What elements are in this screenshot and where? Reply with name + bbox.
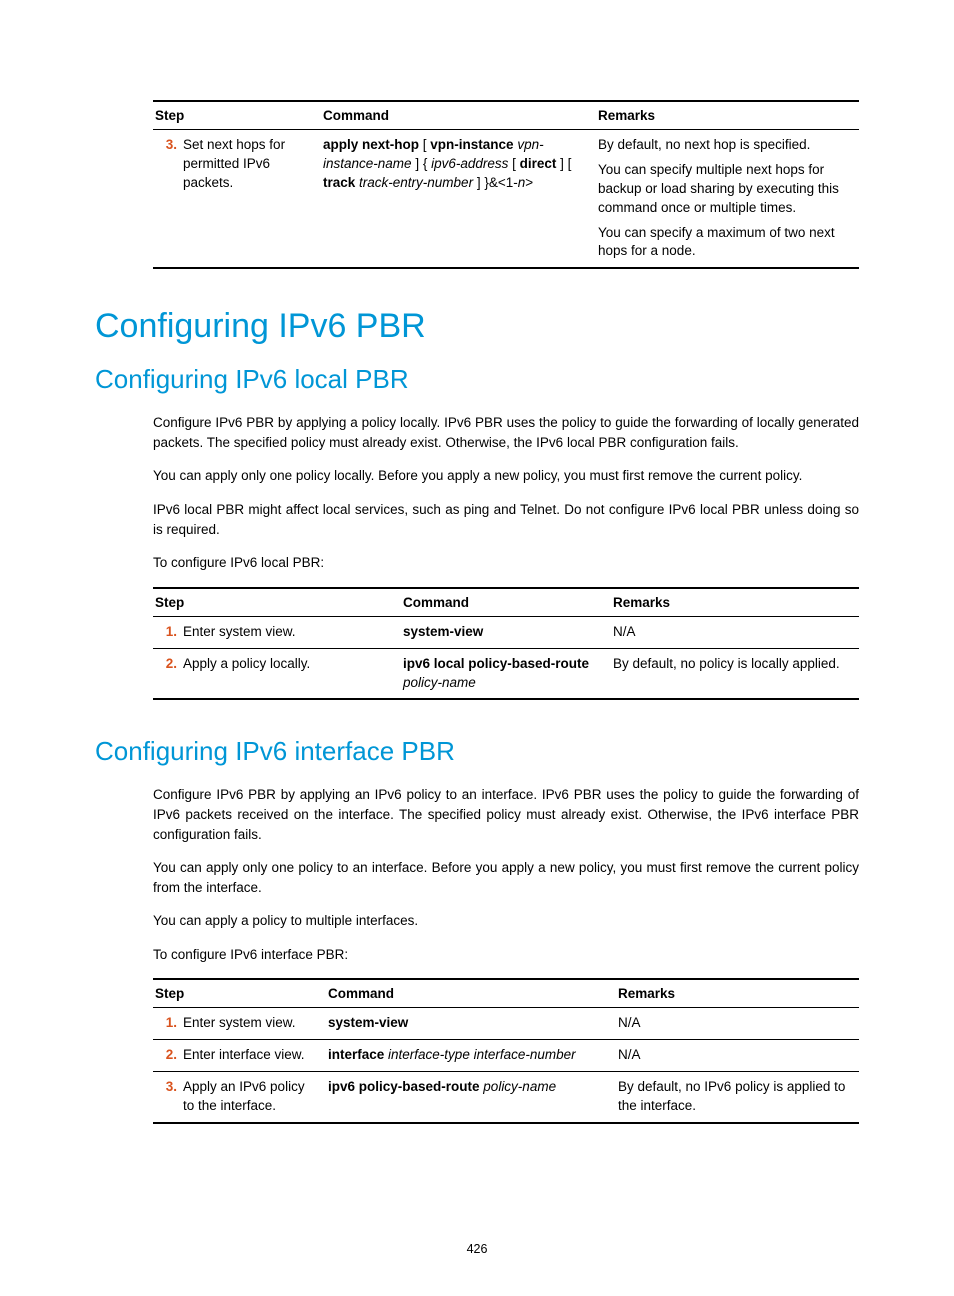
step-remarks: N/A [616, 1040, 859, 1072]
th-step: Step [153, 101, 321, 130]
step-remarks: N/A [616, 1008, 859, 1040]
table-local-pbr: Step Command Remarks 1. Enter system vie… [153, 587, 859, 701]
table-interface-pbr: Step Command Remarks 1. Enter system vie… [153, 978, 859, 1124]
paragraph: To configure IPv6 interface PBR: [153, 945, 859, 965]
paragraph: You can apply only one policy locally. B… [153, 466, 859, 486]
step-number: 1. [153, 1008, 181, 1040]
paragraph: Configure IPv6 PBR by applying an IPv6 p… [153, 785, 859, 844]
step-desc: Apply an IPv6 policy to the interface. [181, 1072, 326, 1123]
th-step: Step [153, 979, 326, 1008]
paragraph: You can apply only one policy to an inte… [153, 858, 859, 897]
step-desc: Apply a policy locally. [181, 648, 401, 699]
th-remarks: Remarks [616, 979, 859, 1008]
th-step: Step [153, 588, 401, 617]
step-command: system-view [401, 616, 611, 648]
step-number: 2. [153, 648, 181, 699]
step-number: 3. [153, 1072, 181, 1123]
paragraph: Configure IPv6 PBR by applying a policy … [153, 413, 859, 452]
step-command: system-view [326, 1008, 616, 1040]
step-remarks: By default, no next hop is specified. Yo… [596, 130, 859, 269]
step-desc: Enter system view. [181, 616, 401, 648]
th-command: Command [321, 101, 596, 130]
step-desc: Enter system view. [181, 1008, 326, 1040]
step-command: apply next-hop [ vpn-instance vpn-instan… [321, 130, 596, 269]
page-number: 426 [0, 1242, 954, 1256]
step-command: interface interface-type interface-numbe… [326, 1040, 616, 1072]
th-command: Command [401, 588, 611, 617]
step-number: 1. [153, 616, 181, 648]
step-remarks: By default, no IPv6 policy is applied to… [616, 1072, 859, 1123]
heading-ipv6-pbr: Configuring IPv6 PBR [95, 307, 859, 346]
paragraph: To configure IPv6 local PBR: [153, 553, 859, 573]
step-remarks: By default, no policy is locally applied… [611, 648, 859, 699]
th-remarks: Remarks [596, 101, 859, 130]
step-number: 3. [153, 130, 181, 269]
step-number: 2. [153, 1040, 181, 1072]
th-command: Command [326, 979, 616, 1008]
paragraph: IPv6 local PBR might affect local servic… [153, 500, 859, 539]
step-desc: Enter interface view. [181, 1040, 326, 1072]
paragraph: You can apply a policy to multiple inter… [153, 911, 859, 931]
step-desc: Set next hops for permitted IPv6 packets… [181, 130, 321, 269]
step-remarks: N/A [611, 616, 859, 648]
table-next-hop: Step Command Remarks 3. Set next hops fo… [153, 100, 859, 269]
heading-interface-pbr: Configuring IPv6 interface PBR [95, 736, 859, 767]
heading-local-pbr: Configuring IPv6 local PBR [95, 364, 859, 395]
step-command: ipv6 local policy-based-route policy-nam… [401, 648, 611, 699]
th-remarks: Remarks [611, 588, 859, 617]
step-command: ipv6 policy-based-route policy-name [326, 1072, 616, 1123]
